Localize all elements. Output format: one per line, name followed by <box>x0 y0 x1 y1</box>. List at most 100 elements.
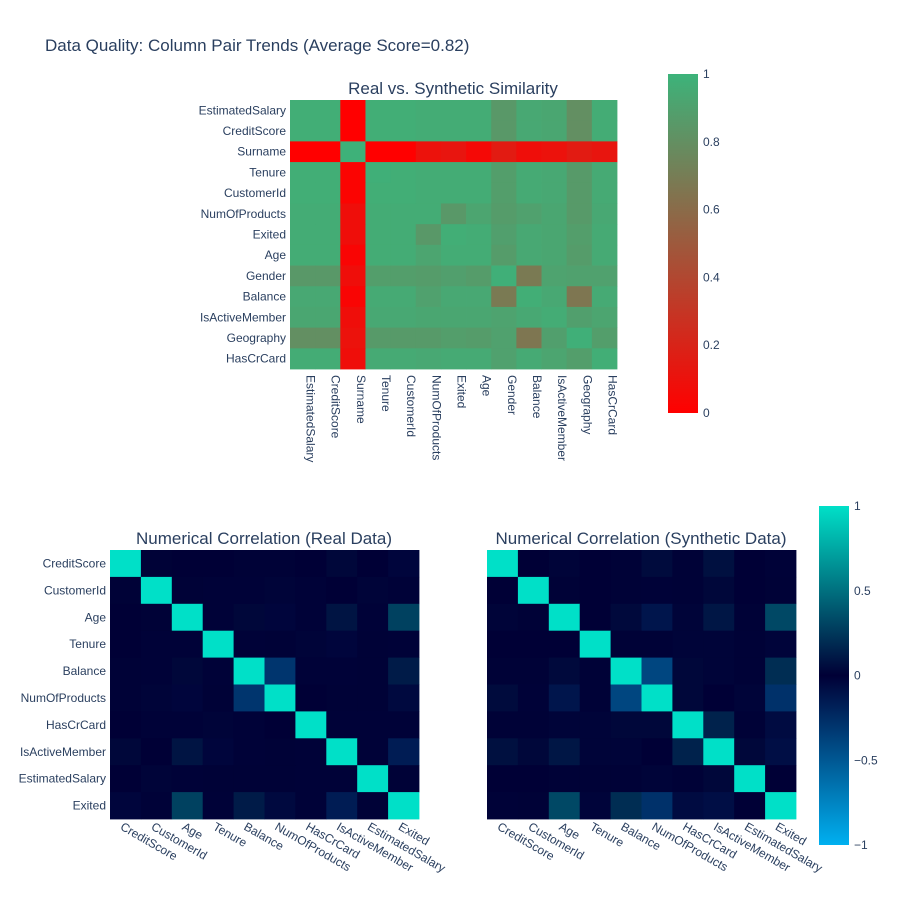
heatmap-cell-EstimatedSalary-IsActiveMember <box>326 765 358 793</box>
heatmap-cell-Geography-HasCrCard <box>591 327 618 349</box>
heatmap-cell-CustomerId-CreditScore <box>487 576 519 605</box>
heatmap-cell-HasCrCard-CustomerId <box>140 711 173 739</box>
x-tick-label: NumOfProducts <box>429 375 443 460</box>
heatmap-cell-EstimatedSalary-Age <box>466 100 492 122</box>
heatmap-cell-CreditScore-CustomerId <box>390 120 417 142</box>
x-tick-label: IsActiveMember <box>555 375 569 461</box>
heatmap-cell-IsActiveMember-Exited <box>765 738 797 766</box>
heatmap-cell-CreditScore-Age <box>466 120 492 142</box>
heatmap-cell-NumOfProducts-Surname <box>340 203 366 225</box>
heatmap-cell-Exited-CustomerId <box>390 224 417 246</box>
heatmap-cell-EstimatedSalary-Tenure <box>365 100 392 122</box>
heatmap-cell-HasCrCard-Exited <box>440 348 467 370</box>
heatmap-cell-CreditScore-Exited <box>388 550 420 578</box>
heatmap-cell-NumOfProducts-Balance <box>610 684 642 712</box>
heatmap-cell-HasCrCard-Age <box>171 711 204 739</box>
heatmap-cell-CreditScore-EstimatedSalary <box>357 550 389 578</box>
heatmap-cell-Exited-CreditScore <box>315 224 341 246</box>
heatmap-cell-Surname-Tenure <box>365 141 392 163</box>
heatmap-cell-HasCrCard-Geography <box>566 348 593 370</box>
heatmap-cell-Gender-Exited <box>440 265 467 287</box>
y-tick-label: Geography <box>227 331 286 345</box>
heatmap-cell-NumOfProducts-Age <box>171 684 204 712</box>
heatmap-cell-HasCrCard-EstimatedSalary <box>357 711 389 739</box>
y-tick-label: IsActiveMember <box>200 310 286 324</box>
heatmap-cell-CreditScore-Exited <box>765 550 797 578</box>
y-tick-label: Age <box>85 610 107 624</box>
x-tick-label: HasCrCard <box>605 375 619 435</box>
heatmap-cell-IsActiveMember-NumOfProducts <box>264 738 296 766</box>
heatmap-cell-Age-CreditScore <box>110 603 142 632</box>
y-tick-label: CreditScore <box>223 124 287 138</box>
heatmap-cell-Balance-Tenure <box>365 286 392 308</box>
heatmap-cell-IsActiveMember-Exited <box>440 306 467 329</box>
heatmap-cell-NumOfProducts-IsActiveMember <box>326 684 358 712</box>
heatmap-cell-Surname-CreditScore <box>315 141 341 163</box>
heatmap-cell-Exited-Gender <box>491 224 517 246</box>
heatmap-cell-CreditScore-EstimatedSalary <box>734 550 766 578</box>
heatmap-cell-Tenure-EstimatedSalary <box>357 630 389 658</box>
heatmap-cell-NumOfProducts-CreditScore <box>110 684 142 712</box>
heatmap-cell-HasCrCard-Tenure <box>365 348 392 370</box>
heatmap-cell-IsActiveMember-EstimatedSalary <box>734 738 766 766</box>
colorbar-tick-label: −0.5 <box>854 753 878 767</box>
heatmap-cell-IsActiveMember-CreditScore <box>110 738 142 766</box>
heatmap-cell-HasCrCard-Balance <box>516 348 542 370</box>
x-tick-label: Surname <box>354 375 368 424</box>
heatmap-cell-CustomerId-Age <box>466 182 492 204</box>
heatmap-cell-EstimatedSalary-Balance <box>516 100 542 122</box>
heatmap-cell-HasCrCard-Balance <box>610 711 642 739</box>
heatmap-cell-CustomerId-Tenure <box>579 576 611 605</box>
heatmap-cell-Exited-Tenure <box>365 224 392 246</box>
heatmap-cell-Balance-EstimatedSalary <box>734 657 766 685</box>
heatmap-cell-Age-Exited <box>388 603 420 632</box>
heatmap-cell-CustomerId-Exited <box>765 576 797 605</box>
heatmap-cell-Gender-Surname <box>340 265 366 287</box>
heatmap-cell-CreditScore-IsActiveMember <box>703 550 735 578</box>
heatmap-cell-HasCrCard-CustomerId <box>390 348 417 370</box>
colorbar-tick-label: 0.5 <box>854 584 871 598</box>
heatmap-cell-Exited-NumOfProducts <box>415 224 442 246</box>
heatmap-cell-Age-EstimatedSalary <box>357 603 389 632</box>
heatmap-cell-Gender-Age <box>466 265 492 287</box>
heatmap-cell-CustomerId-CreditScore <box>315 182 341 204</box>
heatmap-cell-NumOfProducts-CustomerId <box>140 684 173 712</box>
heatmap-cell-CustomerId-Balance <box>516 182 542 204</box>
heatmap-cell-NumOfProducts-NumOfProducts <box>641 684 673 712</box>
heatmap-cell-CustomerId-Surname <box>340 182 366 204</box>
heatmap-cell-HasCrCard-CreditScore <box>110 711 142 739</box>
heatmap-cell-Gender-EstimatedSalary <box>290 265 316 287</box>
heatmap-cell-IsActiveMember-CustomerId <box>140 738 173 766</box>
heatmap-cell-Age-Surname <box>340 244 366 266</box>
heatmap-cell-NumOfProducts-Gender <box>491 203 517 225</box>
heatmap-cell-Age-Balance <box>233 603 265 632</box>
heatmap-cell-Balance-CreditScore <box>487 657 519 685</box>
heatmap-cell-Age-Age <box>466 244 492 266</box>
heatmap-cell-Exited-CreditScore <box>487 792 519 820</box>
heatmap-cell-Age-HasCrCard <box>591 244 618 266</box>
heatmap-cell-Balance-HasCrCard <box>591 286 618 308</box>
heatmap-cell-IsActiveMember-NumOfProducts <box>641 738 673 766</box>
heatmap-cell-IsActiveMember-IsActiveMember <box>703 738 735 766</box>
heatmap-cell-CreditScore-Gender <box>491 120 517 142</box>
heatmap-cell-CreditScore-Balance <box>610 550 642 578</box>
heatmap-cell-Geography-Exited <box>440 327 467 349</box>
heatmap-cell-EstimatedSalary-CustomerId <box>140 765 173 793</box>
heatmap-cell-CreditScore-NumOfProducts <box>264 550 296 578</box>
heatmap-cell-Balance-Balance <box>516 286 542 308</box>
heatmap-cell-IsActiveMember-Tenure <box>365 306 392 329</box>
heatmap-cell-CreditScore-Tenure <box>202 550 234 578</box>
heatmap-cell-NumOfProducts-Balance <box>233 684 265 712</box>
heatmap-cell-Exited-Age <box>171 792 204 820</box>
heatmap-cell-EstimatedSalary-Exited <box>440 100 467 122</box>
heatmap-cell-Geography-Geography <box>566 327 593 349</box>
heatmap-cell-CreditScore-HasCrCard <box>672 550 704 578</box>
heatmap-cell-IsActiveMember-HasCrCard <box>295 738 327 766</box>
heatmap-cell-EstimatedSalary-Tenure <box>579 765 611 793</box>
heatmap-cell-EstimatedSalary-Geography <box>566 100 593 122</box>
heatmap-cell-CustomerId-EstimatedSalary <box>734 576 766 605</box>
heatmap-cell-Tenure-HasCrCard <box>591 162 618 184</box>
heatmap-cell-Surname-Gender <box>491 141 517 163</box>
heatmap-cell-Balance-NumOfProducts <box>264 657 296 685</box>
heatmap-cell-NumOfProducts-EstimatedSalary <box>734 684 766 712</box>
